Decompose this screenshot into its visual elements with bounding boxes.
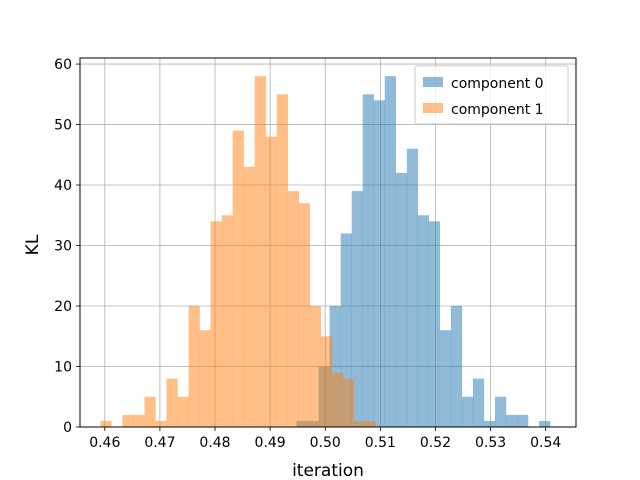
x-tick-label: 0.48: [199, 435, 230, 451]
series-0-bars: [296, 76, 551, 428]
histogram-bar: [133, 414, 145, 427]
histogram-bar: [340, 233, 352, 427]
histogram-bar: [254, 76, 266, 428]
histogram-bar: [122, 414, 134, 427]
histogram-bar: [309, 306, 322, 427]
legend-swatch: [423, 103, 443, 113]
histogram-bar: [364, 420, 377, 427]
histogram-bar: [243, 166, 255, 427]
histogram-bar: [494, 396, 507, 427]
histogram-bar: [384, 76, 396, 428]
histogram-bar: [406, 148, 419, 427]
histogram-bar: [450, 306, 463, 427]
histogram-bar: [155, 420, 167, 427]
legend-box: [414, 65, 569, 125]
x-tick-label: 0.53: [475, 435, 506, 451]
x-tick-label: 0.46: [89, 435, 120, 451]
x-tick-label: 0.52: [420, 435, 451, 451]
bars: [100, 76, 551, 428]
plot-frame: [79, 57, 577, 428]
histogram-bar: [199, 330, 211, 427]
histogram-bar: [210, 221, 222, 427]
histogram-bar: [373, 100, 385, 427]
histogram-bar: [144, 396, 156, 427]
legend: component 0 component 1: [414, 65, 569, 125]
legend-swatch: [423, 77, 443, 87]
x-tick-label: 0.54: [530, 435, 561, 451]
histogram-bar: [177, 396, 189, 427]
histogram-bar: [483, 420, 496, 427]
histogram-bar: [320, 336, 333, 427]
x-tick-label: 0.49: [255, 435, 286, 451]
y-tick-label: 10: [54, 360, 72, 376]
histogram-bar: [351, 191, 363, 427]
histogram-bar: [298, 203, 311, 427]
histogram-bar: [276, 94, 288, 428]
histogram-bar: [472, 378, 485, 427]
series-1-bars: [100, 76, 377, 428]
y-tick-label: 50: [54, 118, 72, 134]
histogram-bar: [166, 378, 178, 427]
histogram-bar: [331, 372, 344, 427]
y-tick-label: 0: [63, 420, 72, 436]
histogram-bar: [342, 378, 355, 427]
legend-entry: component 0: [451, 76, 544, 92]
histogram-bar: [329, 306, 341, 427]
histogram-bar: [362, 94, 374, 428]
ticks: 0.46 0.47 0.48 0.49 0.50 0.51 0.52 0.53 0.54 0 10 2…: [54, 57, 561, 451]
histogram-bar: [100, 420, 112, 427]
y-tick-label: 40: [54, 178, 72, 194]
histogram-bar: [353, 420, 366, 427]
histogram-bar: [461, 396, 474, 427]
histogram-bar: [265, 136, 277, 427]
y-axis-label: KL: [23, 234, 43, 255]
x-tick-label: 0.47: [144, 435, 175, 451]
histogram-bar: [287, 191, 299, 427]
x-axis-label: iteration: [292, 461, 364, 480]
legend-entry: component 1: [451, 102, 544, 118]
histogram-bar: [417, 215, 430, 427]
histogram-bar: [517, 414, 529, 427]
y-tick-label: 30: [54, 239, 72, 255]
histogram-bar: [395, 172, 408, 427]
histogram-bar: [221, 215, 233, 427]
histogram-bar: [506, 414, 518, 427]
x-tick-label: 0.51: [365, 435, 396, 451]
x-tick-label: 0.50: [310, 435, 341, 451]
y-tick-label: 60: [54, 57, 72, 73]
histogram-bar: [539, 420, 551, 427]
y-tick-label: 20: [54, 299, 72, 315]
histogram-bar: [439, 330, 452, 427]
histogram-bar: [232, 130, 244, 428]
histogram-bar: [428, 221, 441, 427]
histogram-bar: [188, 306, 200, 427]
